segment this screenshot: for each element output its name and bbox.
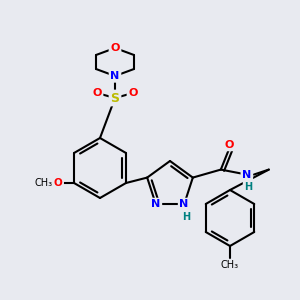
Text: CH₃: CH₃ — [35, 178, 53, 188]
Text: N: N — [179, 200, 189, 209]
Text: N: N — [151, 200, 160, 209]
Text: N: N — [242, 169, 251, 180]
Text: O: O — [110, 43, 120, 53]
Text: H: H — [182, 212, 190, 222]
Text: O: O — [92, 88, 102, 98]
Text: O: O — [128, 88, 138, 98]
Text: O: O — [224, 140, 233, 150]
Text: N: N — [110, 71, 120, 81]
Text: S: S — [110, 92, 119, 104]
Text: H: H — [244, 182, 252, 192]
Text: CH₃: CH₃ — [221, 260, 239, 270]
Text: O: O — [54, 178, 62, 188]
